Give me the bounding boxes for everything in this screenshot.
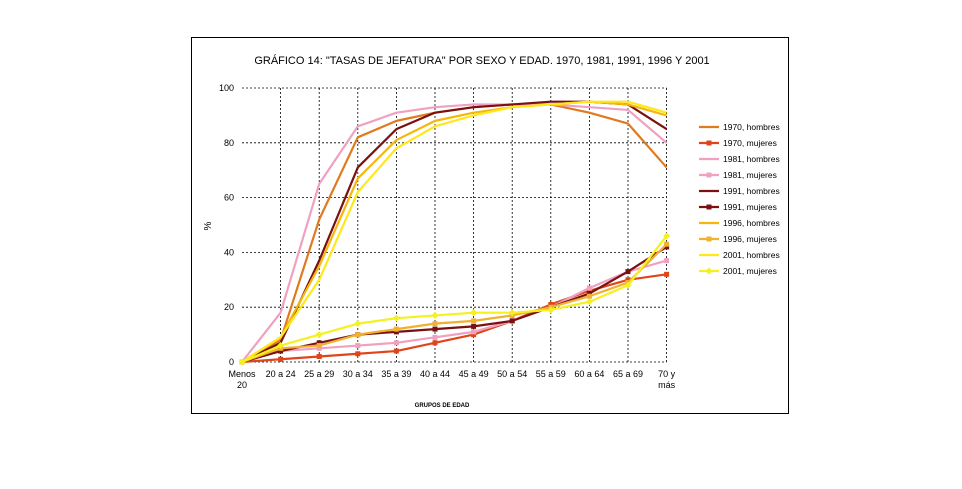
data-point: [355, 332, 361, 338]
series-line: [241, 259, 667, 364]
data-point: [548, 301, 554, 307]
x-tick-label: 45 a 49: [459, 369, 489, 379]
x-tick-label: 70 y más: [658, 369, 676, 390]
x-tick-label: Menos 20: [228, 369, 256, 390]
legend-label: 1981, hombres: [723, 154, 780, 164]
legend-label: 1970, mujeres: [723, 138, 777, 148]
data-point: [663, 232, 671, 240]
data-point: [354, 320, 362, 328]
y-tick-label: 60: [224, 193, 234, 203]
data-point: [431, 311, 439, 319]
data-point: [664, 271, 670, 277]
legend-label: 2001, mujeres: [723, 266, 777, 276]
data-point: [355, 351, 361, 357]
x-tick-label: 20 a 24: [266, 369, 296, 379]
data-point: [471, 329, 477, 335]
legend-marker: [706, 140, 712, 146]
legend-marker: [706, 204, 712, 210]
data-point: [664, 244, 670, 250]
series-line: [241, 235, 668, 364]
y-tick-label: 100: [219, 83, 234, 93]
legend-label: 2001, hombres: [723, 250, 780, 260]
data-point: [664, 241, 670, 247]
data-point: [393, 326, 399, 332]
data-point: [509, 318, 515, 324]
data-point: [586, 285, 592, 291]
data-point: [277, 342, 285, 350]
x-tick-label: 25 a 29: [304, 369, 334, 379]
data-point: [471, 323, 477, 329]
series-line: [241, 100, 667, 363]
data-point: [508, 309, 516, 317]
legend-label: 1996, hombres: [723, 218, 780, 228]
data-point: [547, 306, 555, 314]
data-point: [624, 281, 632, 289]
x-tick-label: 60 a 64: [574, 369, 604, 379]
data-point: [355, 343, 361, 349]
data-point: [432, 321, 438, 327]
x-tick-label: 55 a 59: [536, 369, 566, 379]
data-point: [432, 326, 438, 332]
data-point: [470, 309, 478, 317]
series-line: [241, 245, 668, 364]
plot-area: 0 20 40 60 80 100 Menos 20 20 a 24 25 a 29 30 a 34…: [219, 83, 676, 390]
series-line: [241, 243, 668, 364]
x-tick-label: 50 a 54: [497, 369, 527, 379]
data-point: [586, 293, 592, 299]
legend-label: 1991, hombres: [723, 186, 780, 196]
y-tick-label: 20: [224, 302, 234, 312]
data-point: [278, 356, 284, 362]
data-point: [278, 348, 284, 354]
legend-marker: [706, 236, 712, 242]
legend-marker: [706, 172, 712, 178]
data-point: [392, 314, 400, 322]
data-point: [238, 358, 246, 366]
data-point: [471, 332, 477, 338]
y-tick-label: 80: [224, 138, 234, 148]
x-tick-label: 35 a 39: [381, 369, 411, 379]
y-axis-label: %: [203, 221, 214, 230]
data-point: [432, 340, 438, 346]
data-point: [432, 334, 438, 340]
legend-label: 1991, mujeres: [723, 202, 777, 212]
data-point: [316, 340, 322, 346]
data-point: [315, 331, 323, 339]
legend-label: 1970, hombres: [723, 122, 780, 132]
data-point: [316, 345, 322, 351]
data-point: [393, 329, 399, 335]
chart-title: GRÁFICO 14: "TASAS DE JEFATURA" POR SEXO…: [254, 54, 709, 67]
legend-label: 1996, mujeres: [723, 234, 777, 244]
data-point: [393, 340, 399, 346]
data-point: [393, 348, 399, 354]
x-tick-label: 30 a 34: [343, 369, 373, 379]
x-tick-label: 40 a 44: [420, 369, 450, 379]
data-point: [316, 343, 322, 349]
legend: 1970, hombres 1970, mujeres 1981, hombres 1…: [699, 122, 780, 276]
series-line: [241, 103, 668, 363]
line-chart: GRÁFICO 14: "TASAS DE JEFATURA" POR SEXO…: [203, 54, 780, 409]
y-tick-label: 40: [224, 247, 234, 257]
data-point: [625, 277, 631, 283]
data-point: [586, 288, 592, 294]
data-point: [585, 298, 593, 306]
x-tick-label: 65 a 69: [613, 369, 643, 379]
data-point: [664, 258, 670, 264]
chart-frame: GRÁFICO 14: "TASAS DE JEFATURA" POR SEXO…: [191, 37, 789, 414]
data-point: [316, 354, 322, 360]
data-point: [586, 291, 592, 296]
legend-marker: [705, 267, 713, 275]
data-point: [471, 318, 477, 324]
legend-label: 1981, mujeres: [723, 170, 777, 180]
data-point: [625, 269, 631, 275]
y-tick-label: 0: [229, 357, 234, 367]
x-axis-label: GRUPOS DE EDAD: [415, 403, 470, 409]
